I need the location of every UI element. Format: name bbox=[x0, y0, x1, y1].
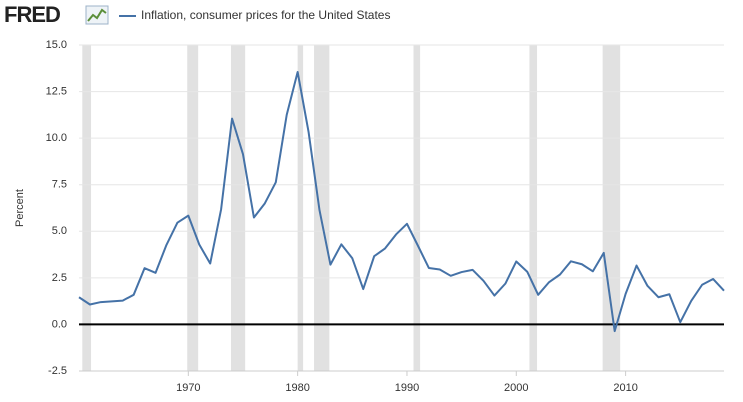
recession-band bbox=[187, 45, 199, 371]
data-line bbox=[78, 71, 725, 333]
y-tick-label: 12.5 bbox=[46, 85, 67, 97]
logo-icon bbox=[85, 5, 109, 25]
recession-band bbox=[82, 45, 92, 371]
recession-band bbox=[314, 45, 330, 371]
x-tick-label: 2000 bbox=[504, 382, 528, 394]
recession-band bbox=[413, 45, 421, 371]
y-tick-label: 7.5 bbox=[52, 179, 67, 191]
recession-band bbox=[297, 45, 304, 371]
legend-label: Inflation, consumer prices for the Unite… bbox=[141, 8, 390, 22]
y-tick-label: 10.0 bbox=[46, 132, 67, 144]
y-tick-label: 0.0 bbox=[52, 318, 67, 330]
y-tick-label: -2.5 bbox=[48, 365, 67, 377]
y-tick-label: 2.5 bbox=[52, 272, 67, 284]
x-tick-label: 2010 bbox=[613, 382, 637, 394]
y-tick-label: 15.0 bbox=[46, 39, 67, 51]
logo: FRED bbox=[4, 2, 60, 27]
recession-band bbox=[529, 45, 538, 371]
y-axis-label: Percent bbox=[14, 189, 26, 227]
recession-band bbox=[602, 45, 621, 371]
y-tick-label: 5.0 bbox=[52, 225, 67, 237]
x-tick-label: 1970 bbox=[176, 382, 200, 394]
x-tick-label: 1990 bbox=[395, 382, 419, 394]
x-tick-label: 1980 bbox=[285, 382, 309, 394]
recession-band bbox=[230, 45, 246, 371]
